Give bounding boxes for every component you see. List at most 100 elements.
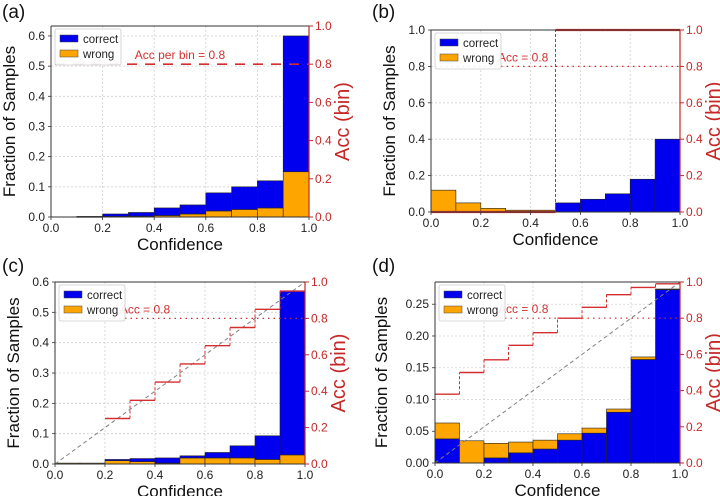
bar-correct [231,186,258,210]
x-tick-label: 0.4 [147,468,164,482]
x-tick-label: 0.0 [427,467,444,481]
y2-tick-label: 0.6 [311,348,328,362]
legend: correct wrong [54,28,122,66]
bar-correct [102,213,129,217]
x-tick-label: 0.0 [423,216,440,230]
y-tick-label: 0.5 [28,59,45,73]
x-tick-label: 1.0 [672,216,689,230]
y2-tick-label: 0.0 [686,205,703,219]
acc-reference-label: Acc = 0.8 [498,50,549,64]
bar-correct [282,35,310,173]
bar-correct [104,459,131,461]
y-tick-label: 0.6 [32,275,49,289]
x-axis-label: Confidence [514,481,600,496]
y2-tick-label: 0.2 [686,420,703,434]
y-tick-label: 0.10 [406,392,430,406]
y-tick-label: 0.0 [408,205,425,219]
y-tick-label: 1.0 [408,23,425,37]
y2-tick-label: 0.2 [315,172,332,186]
legend-label-wrong: wrong [466,305,498,317]
legend-label-wrong: wrong [86,305,118,317]
perfect-calibration-diagonal [54,281,306,465]
acc-reference-label: Acc per bin = 0.8 [135,48,226,62]
y-tick-label: 0.25 [406,297,430,311]
legend-swatch-correct [439,38,459,47]
y2-tick-label: 1.0 [686,275,703,289]
x-axis-label: Confidence [512,230,598,249]
y-axis-label: Fraction of Samples [380,45,399,196]
legend-label-correct: correct [463,38,499,50]
bar-correct [205,192,232,212]
bar-wrong [204,457,231,465]
bar-correct [129,458,156,462]
bar-wrong [282,171,310,218]
bar-wrong [455,202,482,213]
y-tick-label: 0.2 [28,150,45,164]
x-tick-label: 0.4 [522,216,539,230]
bar-correct [128,212,155,217]
y-tick-label: 0.4 [32,336,49,350]
y2-axis-label: Acc (bin) [328,334,350,413]
x-tick-label: 1.0 [301,221,318,235]
legend: correct wrong [58,284,126,322]
y-tick-label: 0.15 [406,361,430,375]
panel-b: (b)0.0 0.2 0.4 0.6 0.8 1.00.00.20.40.60.81.00… [372,2,720,249]
bar-correct [630,359,656,464]
panel-label: (a) [2,2,25,23]
bar-wrong [430,189,457,213]
y2-axis-label: Acc (bin) [332,82,354,161]
x-tick-label: 0.2 [476,467,493,481]
y-tick-label: 0.1 [32,427,49,441]
bar-wrong [231,209,258,218]
y2-tick-label: 0.0 [311,457,328,471]
y2-axis-label: Acc (bin) [703,82,720,161]
panel-a: (a)0.0 0.2 0.4 0.6 0.8 1.00.00.10.20.30.40.50… [0,2,354,254]
y2-tick-label: 0.8 [315,57,332,71]
y2-axis-label: Acc (bin) [703,333,720,412]
y2-tick-label: 0.4 [315,134,332,148]
y-tick-label: 0.2 [32,396,49,410]
bar-wrong [104,460,131,465]
legend: correct wrong [438,284,506,322]
bar-wrong [508,441,534,454]
y2-tick-label: 0.0 [315,210,332,224]
bar-correct [580,198,606,213]
y-tick-label: 0.0 [32,457,49,471]
bar-correct [179,455,206,459]
perfect-calibration-diagonal [434,281,681,464]
x-tick-label: 1.0 [672,467,689,481]
legend-swatch-correct [63,290,83,299]
x-tick-label: 0.2 [472,216,489,230]
bar-wrong [279,454,306,465]
y-tick-label: 0.1 [28,180,45,194]
bar-correct [279,290,306,456]
y-tick-label: 0.0 [28,210,45,224]
y2-tick-label: 0.6 [686,96,703,110]
bar-correct [508,452,534,464]
bar-correct [557,439,583,464]
bar-correct [254,435,281,460]
bar-correct [483,457,509,464]
y-tick-label: 0.20 [406,329,430,343]
x-tick-label: 0.8 [247,468,264,482]
panel-label: (d) [372,256,395,277]
panel-label: (c) [2,256,24,277]
bar-wrong [179,457,206,465]
bar-correct [179,204,207,215]
bar-wrong [581,427,607,434]
bar-correct [629,178,656,213]
bar-correct [555,202,581,213]
legend-swatch-wrong [443,305,463,314]
x-tick-label: 0.6 [574,467,591,481]
panel-label: (b) [372,2,395,23]
y2-tick-label: 0.2 [686,169,703,183]
x-axis-label: Confidence [137,235,223,254]
bar-correct [581,432,607,464]
bar-wrong [532,439,558,450]
y-tick-label: 0.05 [406,424,430,438]
legend-label-correct: correct [83,34,119,46]
y-tick-label: 0.3 [28,119,45,133]
legend-swatch-wrong [439,53,459,62]
x-tick-label: 0.0 [47,468,64,482]
